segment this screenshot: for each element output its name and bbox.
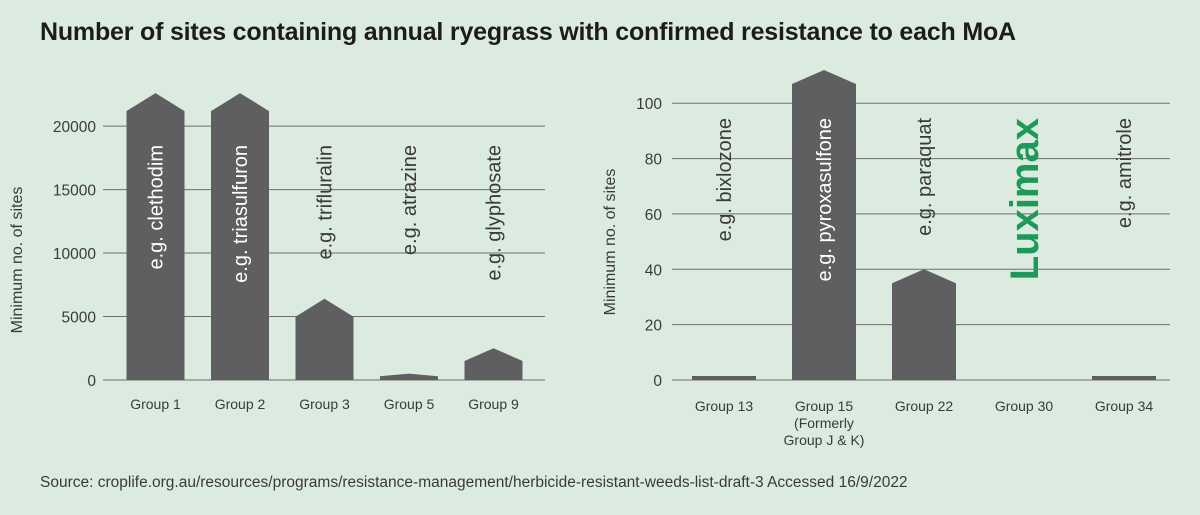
category-label: Group 30: [995, 398, 1054, 414]
bar-label: e.g. atrazine: [399, 145, 421, 255]
bar: [464, 348, 523, 380]
chart-title: Number of sites containing annual ryegra…: [40, 18, 1016, 46]
chart-right: 0 20 40 60 80 100 Minimum no. of sites e.g. bix…: [602, 70, 1170, 448]
bar: [380, 373, 438, 380]
bar: [295, 298, 354, 380]
y-axis-label: Minimum no. of sites: [9, 187, 26, 334]
y-tick-label: 0: [87, 373, 96, 390]
y-axis-label: Minimum no. of sites: [602, 169, 619, 316]
bar-label: e.g. clethodim: [146, 145, 168, 270]
category-label: Group 22: [895, 398, 954, 414]
y-tick-label: 60: [645, 207, 663, 224]
category-label: Group 34: [1095, 398, 1154, 414]
bar-label: e.g. bixlozone: [714, 118, 736, 241]
category-label: Group 2: [215, 396, 266, 412]
category-label: Group 3: [299, 396, 350, 412]
bar-label: e.g. trifluralin: [315, 145, 337, 260]
category-label: Group 5: [384, 396, 435, 412]
y-tick-label: 40: [645, 262, 663, 279]
category-label: Group 15 (Formerly Group J & K): [784, 398, 865, 448]
bar-label: e.g. triasulfuron: [230, 145, 252, 283]
bar: [692, 376, 756, 380]
chart-left: 0 5000 10000 15000 20000 Minimum no. of sites…: [9, 93, 545, 412]
bar-label: e.g. pyroxasulfone: [814, 118, 836, 281]
category-label: Group 9: [468, 396, 519, 412]
category-label: Group 13: [695, 398, 754, 414]
bar: [892, 269, 956, 380]
y-tick-label: 20: [645, 318, 663, 335]
bar: [1092, 376, 1156, 380]
source-note: Source: croplife.org.au/resources/progra…: [40, 474, 908, 491]
y-tick-label: 20000: [53, 119, 96, 136]
y-tick-label: 80: [645, 152, 663, 169]
y-tick-label: 15000: [53, 183, 96, 200]
bar-label: e.g. paraquat: [914, 118, 936, 236]
bar: [211, 93, 269, 381]
y-tick-label: 5000: [62, 310, 97, 327]
y-tick-label: 100: [636, 96, 662, 113]
y-tick-label: 10000: [53, 246, 96, 263]
y-tick-label: 0: [653, 373, 662, 390]
category-label: Group 1: [130, 396, 181, 412]
bar-label: e.g. glyphosate: [484, 145, 506, 281]
bar-label: Luximax: [1003, 118, 1047, 280]
bar: [792, 70, 856, 380]
bar-label: e.g. amitrole: [1114, 118, 1136, 228]
bar: [126, 93, 185, 381]
